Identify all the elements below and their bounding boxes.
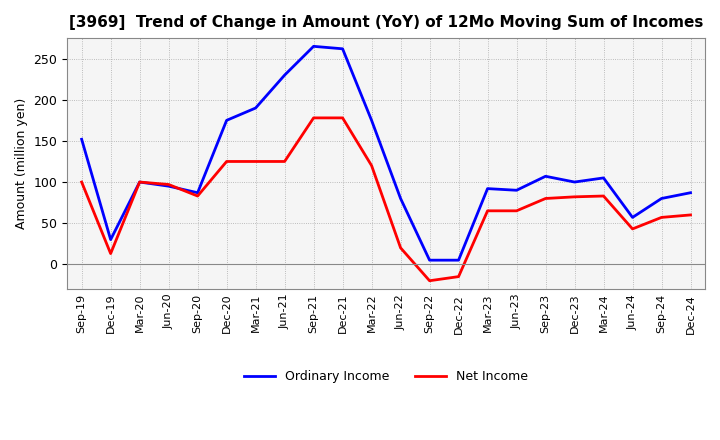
Line: Net Income: Net Income bbox=[81, 118, 690, 281]
Net Income bbox=[164, 182, 173, 187]
Net Income bbox=[135, 180, 144, 185]
Ordinary Income bbox=[222, 118, 231, 123]
Net Income bbox=[686, 212, 695, 217]
Net Income bbox=[396, 245, 405, 250]
Net Income bbox=[657, 215, 666, 220]
Legend: Ordinary Income, Net Income: Ordinary Income, Net Income bbox=[239, 365, 533, 388]
Ordinary Income bbox=[599, 175, 608, 180]
Y-axis label: Amount (million yen): Amount (million yen) bbox=[15, 98, 28, 229]
Ordinary Income bbox=[396, 196, 405, 201]
Ordinary Income bbox=[280, 73, 289, 78]
Net Income bbox=[541, 196, 550, 201]
Net Income bbox=[512, 208, 521, 213]
Net Income bbox=[310, 115, 318, 121]
Net Income bbox=[280, 159, 289, 164]
Ordinary Income bbox=[367, 118, 376, 123]
Ordinary Income bbox=[541, 174, 550, 179]
Net Income bbox=[338, 115, 347, 121]
Line: Ordinary Income: Ordinary Income bbox=[81, 46, 690, 260]
Net Income bbox=[107, 251, 115, 256]
Net Income bbox=[251, 159, 260, 164]
Net Income bbox=[454, 274, 463, 279]
Net Income bbox=[426, 278, 434, 283]
Net Income bbox=[599, 193, 608, 198]
Ordinary Income bbox=[251, 105, 260, 110]
Ordinary Income bbox=[193, 190, 202, 195]
Ordinary Income bbox=[135, 180, 144, 185]
Net Income bbox=[222, 159, 231, 164]
Ordinary Income bbox=[164, 183, 173, 189]
Ordinary Income bbox=[454, 257, 463, 263]
Ordinary Income bbox=[310, 44, 318, 49]
Title: [3969]  Trend of Change in Amount (YoY) of 12Mo Moving Sum of Incomes: [3969] Trend of Change in Amount (YoY) o… bbox=[69, 15, 703, 30]
Ordinary Income bbox=[77, 137, 86, 142]
Ordinary Income bbox=[338, 46, 347, 51]
Ordinary Income bbox=[107, 237, 115, 242]
Net Income bbox=[628, 226, 636, 231]
Net Income bbox=[77, 180, 86, 185]
Ordinary Income bbox=[686, 190, 695, 195]
Ordinary Income bbox=[657, 196, 666, 201]
Ordinary Income bbox=[570, 180, 579, 185]
Ordinary Income bbox=[628, 215, 636, 220]
Ordinary Income bbox=[512, 187, 521, 193]
Net Income bbox=[367, 163, 376, 168]
Net Income bbox=[193, 193, 202, 198]
Net Income bbox=[483, 208, 492, 213]
Ordinary Income bbox=[426, 257, 434, 263]
Ordinary Income bbox=[483, 186, 492, 191]
Net Income bbox=[570, 194, 579, 199]
